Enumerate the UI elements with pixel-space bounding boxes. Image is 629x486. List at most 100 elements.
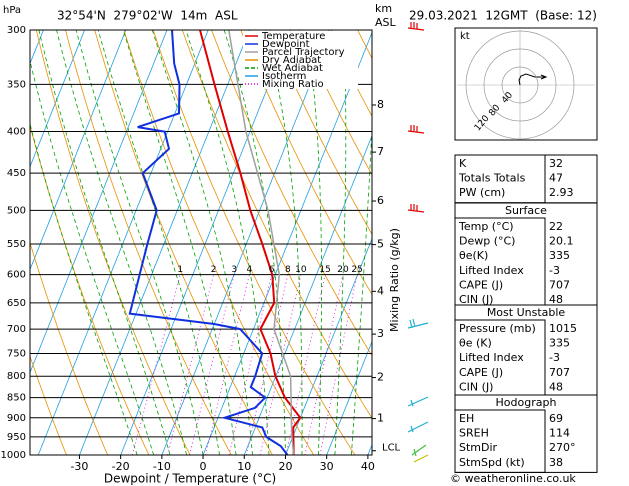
isotherm <box>326 340 372 455</box>
hodograph-ring <box>465 30 575 140</box>
wet-adiabat <box>185 30 270 455</box>
row-value: 114 <box>549 427 570 440</box>
pressure-unit: hPa <box>3 5 21 16</box>
mixing-ratio-label: 3 <box>231 265 237 275</box>
row-label: Totals Totals <box>458 172 526 185</box>
y-tick-label: 300 <box>7 25 26 36</box>
isotherm <box>37 30 209 455</box>
hodograph-unit: kt <box>460 31 470 42</box>
row-label: PW (cm) <box>459 186 505 199</box>
hodograph <box>454 27 598 141</box>
wind-barbs <box>407 22 429 463</box>
wet-adiabat <box>223 30 286 455</box>
wind-barb <box>407 421 429 433</box>
y-tick-label: 750 <box>7 348 26 359</box>
y-tick-label: 450 <box>7 168 26 179</box>
panel-title: Most Unstable <box>487 306 566 319</box>
mixing-ratio-line <box>228 274 272 455</box>
wind-barb <box>407 204 425 213</box>
wind-barb <box>407 396 429 407</box>
panel-inner <box>454 409 546 473</box>
panel-box <box>454 394 598 473</box>
y-tick-label: 800 <box>7 371 26 382</box>
date: 29.03.2021 12GMT (Base: 12) <box>409 9 597 23</box>
wet-adiabat <box>351 120 372 455</box>
row-value: 32 <box>549 157 563 170</box>
dry-adiabat <box>621 30 629 455</box>
row-value: 38 <box>549 456 563 469</box>
x-tick-label: 20 <box>278 460 292 473</box>
wet-adiabat <box>265 30 303 455</box>
wet-adiabat <box>97 30 220 455</box>
row-value: -3 <box>549 351 560 364</box>
legend-box <box>243 31 358 89</box>
hodograph-trace <box>518 73 545 86</box>
x-tick-label: 0 <box>200 460 207 473</box>
row-label: K <box>459 157 467 170</box>
profile-line <box>199 30 302 455</box>
row-value: 48 <box>549 380 563 393</box>
mixing-ratio-label: 4 <box>247 265 253 275</box>
height-tick-label: 3 <box>377 327 384 340</box>
row-value: 707 <box>549 366 570 379</box>
location: 32°54'N 279°02'W 14m ASL <box>57 9 238 23</box>
x-axis-label: Dewpoint / Temperature (°C) <box>104 472 276 486</box>
row-value: 20.1 <box>549 235 574 248</box>
hodograph-ring <box>483 48 557 122</box>
row-label: Lifted Index <box>459 351 524 364</box>
row-value: 22 <box>549 220 563 233</box>
height-tick-label: 2 <box>377 371 384 384</box>
y-tick-label: 550 <box>7 239 26 250</box>
height-tick-label: 5 <box>377 238 384 251</box>
wind-barb <box>407 125 425 134</box>
height-tick-label: 6 <box>377 194 384 207</box>
legend-label: Dewpoint <box>262 39 310 50</box>
profile-line <box>228 30 295 455</box>
mixing-ratio-label: 20 <box>337 265 349 275</box>
mixing-ratio-line <box>167 274 214 455</box>
wet-adiabat <box>30 59 154 455</box>
isotherm <box>285 237 372 455</box>
plot-frame <box>29 29 373 456</box>
row-value: 69 <box>549 412 563 425</box>
height-tick-label: 7 <box>377 145 384 158</box>
isotherm <box>79 30 250 455</box>
mixing-ratio-line <box>205 274 250 455</box>
legend-label: Isotherm <box>262 71 306 82</box>
dry-adiabat <box>123 30 315 455</box>
x-tick-label: -10 <box>153 460 171 473</box>
row-label: Temp (°C) <box>458 220 514 233</box>
row-label: θe(K) <box>459 249 488 262</box>
mixing-ratio-line <box>259 274 302 455</box>
row-value: 1015 <box>549 322 577 335</box>
x-tick-label: 40 <box>361 460 375 473</box>
row-value: 2.93 <box>549 186 574 199</box>
wet-adiabat <box>30 122 138 455</box>
footer: © weatheronline.co.uk <box>450 472 576 485</box>
hodograph-arrow <box>540 74 548 80</box>
dry-adiabat <box>269 30 372 236</box>
row-value: 47 <box>549 172 563 185</box>
isotherm <box>202 31 372 455</box>
mixing-ratio-label: 8 <box>285 265 291 275</box>
legend-label: Parcel Trajectory <box>262 47 345 58</box>
dry-adiabat <box>30 354 67 455</box>
legend-label: Mixing Ratio <box>262 79 324 90</box>
y-tick-label: 650 <box>7 298 26 309</box>
y-tick-label: 700 <box>7 324 26 335</box>
panel-box <box>454 154 598 204</box>
panel-title: Surface <box>505 204 547 217</box>
row-label: CIN (J) <box>459 293 493 306</box>
mixing-ratio-label: 10 <box>295 265 307 275</box>
row-label: Pressure (mb) <box>459 322 536 335</box>
height-tick-label: 4 <box>377 284 384 297</box>
mixing-ratio-line <box>319 274 358 455</box>
isotherm <box>161 30 333 455</box>
hodograph-ring <box>501 66 539 104</box>
dry-adiabat <box>181 30 372 419</box>
height-unit-asl: ASL <box>375 16 397 29</box>
legend-label: Temperature <box>261 31 325 42</box>
wind-barb <box>411 444 427 457</box>
row-label: CAPE (J) <box>459 366 503 379</box>
